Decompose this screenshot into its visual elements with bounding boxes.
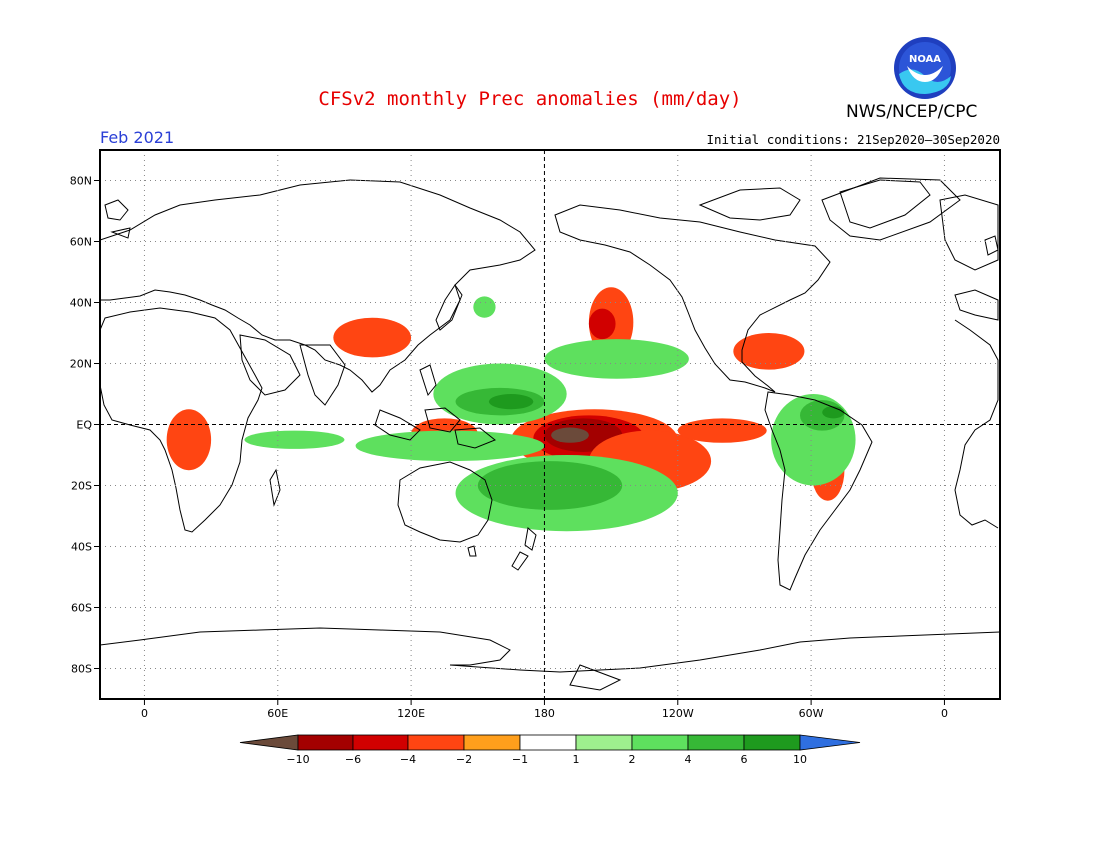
colorbar-segment-5 <box>575 734 633 751</box>
colorbar-label-5: 1 <box>573 753 580 766</box>
lat-tick-label-4: EQ <box>76 419 92 432</box>
lon-tick-label-1: 60E <box>267 707 288 720</box>
colorbar-segment-2 <box>407 734 465 751</box>
colorbar-right-arrow <box>799 734 861 751</box>
colorbar-segment-3 <box>463 734 521 751</box>
anomaly-region-9 <box>333 317 412 358</box>
colorbar-segment-6 <box>631 734 689 751</box>
lat-tick-label-2: 40N <box>70 297 92 310</box>
colorbar-label-8: 6 <box>741 753 748 766</box>
lon-tick-label-4: 120W <box>662 707 694 720</box>
anomaly-region-3 <box>551 427 589 443</box>
agency-label: NWS/NCEP/CPC <box>846 102 978 122</box>
lat-tick-label-5: 20S <box>71 480 92 493</box>
colorbar-label-1: −6 <box>345 753 361 766</box>
noaa-logo-icon: NOAA <box>894 37 956 99</box>
anomaly-region-22 <box>822 406 845 419</box>
noaa-logo-text: NOAA <box>909 54 941 65</box>
anomaly-region-19 <box>544 339 689 379</box>
grid-lines <box>100 150 1000 699</box>
colorbar-left-arrow <box>239 734 299 751</box>
colorbar-segment-7 <box>687 734 745 751</box>
lon-tick-label-0: 0 <box>141 707 148 720</box>
colorbar-label-9: 10 <box>793 753 807 766</box>
anomaly-region-5 <box>677 418 767 443</box>
lon-tick-label-6: 0 <box>941 707 948 720</box>
axis-ticks: 80N 60N 40N 20N EQ 20S 40S 60S 80S 0 60E 120E 180 120… <box>70 175 948 721</box>
valid-month: Feb 2021 <box>100 128 175 147</box>
colorbar: −10 −6 −4 −2 −1 1 2 4 6 10 <box>239 734 861 766</box>
colorbar-segment-4 <box>519 734 577 751</box>
colorbar-label-3: −2 <box>456 753 472 766</box>
anomaly-region-8 <box>733 333 805 370</box>
colorbar-segment-8 <box>743 734 801 751</box>
lat-tick-label-7: 60S <box>71 602 92 615</box>
lat-tick-label-0: 80N <box>70 175 92 188</box>
lon-tick-label-3: 180 <box>534 707 555 720</box>
initial-conditions: Initial conditions: 21Sep2020–30Sep2020 <box>706 132 1001 147</box>
colorbar-label-2: −4 <box>400 753 416 766</box>
anomaly-field <box>166 287 856 532</box>
colorbar-segment-0 <box>297 734 354 751</box>
anomaly-region-16 <box>488 394 534 410</box>
anomaly-region-24 <box>473 296 496 318</box>
lat-tick-label-3: 20N <box>70 358 92 371</box>
colorbar-label-0: −10 <box>286 753 309 766</box>
colorbar-label-7: 4 <box>685 753 692 766</box>
lat-tick-label-6: 40S <box>71 541 92 554</box>
lon-tick-label-5: 60W <box>799 707 824 720</box>
coastlines <box>100 177 1000 691</box>
lat-tick-label-8: 80S <box>71 663 92 676</box>
anomaly-region-13 <box>355 430 545 462</box>
lon-tick-label-2: 120E <box>397 707 425 720</box>
colorbar-label-4: −1 <box>512 753 528 766</box>
colorbar-label-6: 2 <box>629 753 636 766</box>
lat-tick-label-1: 60N <box>70 236 92 249</box>
anomaly-region-23 <box>244 430 345 449</box>
anomaly-region-7 <box>588 308 616 340</box>
anomaly-region-12 <box>166 409 212 471</box>
chart-title: CFSv2 monthly Prec anomalies (mm/day) <box>318 88 742 110</box>
colorbar-segment-1 <box>352 734 409 751</box>
